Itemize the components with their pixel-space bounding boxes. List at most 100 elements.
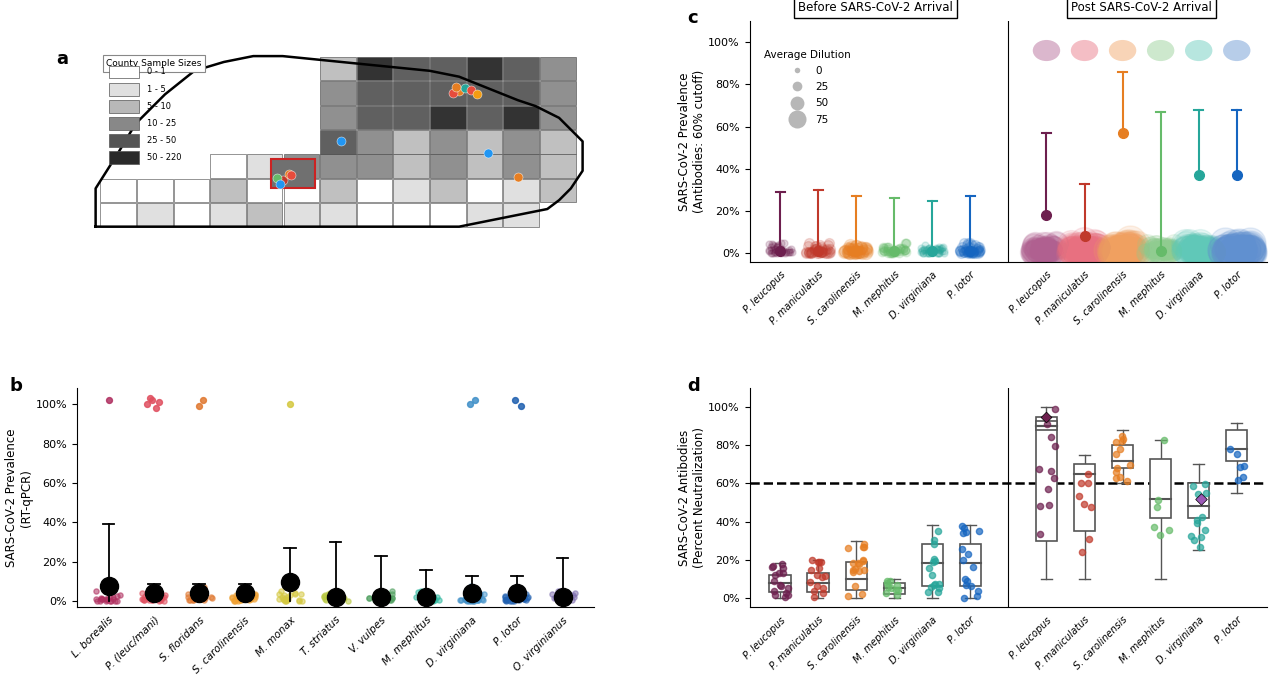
Bar (540, 81, 576, 105)
Point (454, 594, 475, 605)
Point (237, 587, 257, 598)
Point (847, 246, 868, 258)
Bar (109, 82, 138, 96)
Point (970, 244, 991, 255)
Point (890, 246, 910, 257)
Point (1175, 244, 1196, 255)
Point (1219, 245, 1239, 256)
Point (360, 593, 380, 604)
Ellipse shape (1108, 40, 1137, 61)
Bar (210, 154, 246, 178)
Point (1157, 244, 1178, 255)
Point (1192, 511, 1212, 522)
Point (1106, 473, 1126, 484)
Point (1061, 240, 1082, 251)
Point (818, 237, 838, 248)
Point (1062, 246, 1083, 258)
Point (852, 588, 873, 599)
Point (1183, 246, 1203, 257)
Point (1229, 247, 1249, 258)
Point (563, 589, 584, 600)
Point (1106, 436, 1126, 447)
Point (876, 242, 896, 253)
Point (470, 588, 490, 600)
Point (850, 242, 870, 253)
Point (1193, 244, 1213, 255)
Point (919, 247, 940, 258)
Point (1032, 244, 1052, 255)
Point (803, 555, 823, 566)
Point (316, 595, 337, 606)
Point (137, 399, 157, 410)
Point (548, 586, 568, 597)
Point (914, 244, 934, 255)
Point (950, 244, 970, 255)
Point (358, 593, 379, 604)
Point (291, 588, 311, 599)
Point (1198, 246, 1219, 258)
Point (968, 585, 988, 596)
Point (854, 538, 874, 549)
Point (1126, 244, 1147, 255)
Point (960, 246, 980, 258)
Bar (109, 134, 138, 147)
Point (232, 595, 252, 606)
Point (137, 592, 157, 603)
Text: 25 - 50: 25 - 50 (147, 135, 177, 144)
Point (1071, 477, 1092, 488)
Point (422, 594, 443, 605)
Point (1140, 241, 1161, 252)
Point (228, 595, 248, 606)
Point (806, 240, 827, 251)
Point (500, 593, 521, 604)
Bar (540, 57, 576, 80)
Point (806, 581, 827, 592)
Point (1201, 247, 1221, 258)
Point (1196, 524, 1216, 535)
Point (563, 591, 584, 602)
Point (767, 242, 787, 253)
Point (467, 595, 488, 606)
Point (929, 247, 950, 258)
Point (1217, 246, 1238, 258)
Point (1123, 241, 1143, 252)
Point (142, 394, 163, 406)
Point (180, 594, 201, 605)
Point (1120, 242, 1140, 253)
Point (552, 591, 572, 602)
Point (771, 245, 791, 256)
Point (456, 586, 476, 597)
Point (228, 590, 248, 601)
Point (1114, 247, 1134, 258)
Point (1189, 248, 1210, 259)
Point (1219, 241, 1239, 252)
Point (1226, 242, 1247, 253)
Point (956, 246, 977, 257)
Point (837, 591, 858, 602)
Point (91, 593, 111, 604)
Point (886, 584, 906, 595)
Point (1190, 244, 1211, 255)
Point (1123, 246, 1143, 258)
Point (338, 595, 358, 606)
Point (1082, 244, 1102, 255)
Point (1144, 244, 1165, 255)
Point (1230, 241, 1251, 252)
Point (854, 564, 874, 575)
Point (467, 595, 488, 606)
Point (411, 585, 431, 596)
Point (966, 246, 987, 257)
Point (1105, 245, 1125, 256)
Ellipse shape (1033, 40, 1060, 61)
Point (1103, 247, 1124, 258)
Point (244, 589, 265, 600)
Point (1074, 235, 1094, 246)
Bar (922, 544, 943, 586)
Point (150, 396, 170, 408)
Point (759, 239, 780, 250)
Point (878, 247, 899, 258)
Point (1061, 244, 1082, 255)
Point (101, 595, 122, 607)
Point (108, 591, 128, 602)
Point (193, 394, 214, 406)
